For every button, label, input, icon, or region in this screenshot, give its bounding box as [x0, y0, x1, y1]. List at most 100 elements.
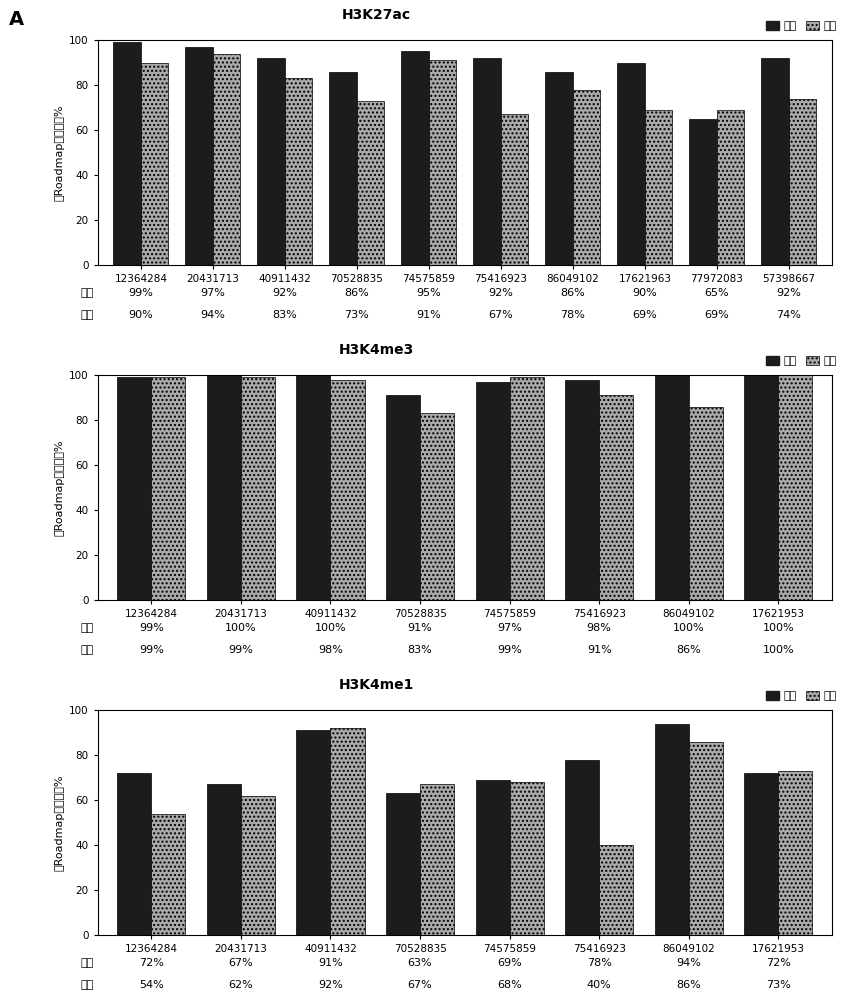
- Text: 98%: 98%: [587, 623, 611, 633]
- Y-axis label: 与Roadmap重叠的峰%: 与Roadmap重叠的峰%: [55, 774, 65, 871]
- Text: 69%: 69%: [705, 310, 729, 320]
- Text: 40%: 40%: [587, 980, 611, 990]
- Text: 97%: 97%: [498, 623, 522, 633]
- Text: 正常: 正常: [80, 623, 93, 633]
- Text: 肿瘤: 肿瘤: [80, 645, 93, 655]
- Text: 54%: 54%: [139, 980, 164, 990]
- Text: 92%: 92%: [318, 980, 343, 990]
- Text: 72%: 72%: [139, 958, 164, 968]
- Bar: [573, 90, 600, 265]
- Legend: 正常, 肿瘤: 正常, 肿瘤: [762, 686, 841, 706]
- Bar: [565, 760, 599, 935]
- Bar: [151, 814, 185, 935]
- Text: 正常: 正常: [80, 288, 93, 298]
- Text: 69%: 69%: [498, 958, 522, 968]
- Bar: [241, 796, 275, 935]
- Bar: [509, 782, 543, 935]
- Bar: [545, 72, 573, 265]
- Text: 68%: 68%: [498, 980, 522, 990]
- Bar: [329, 72, 357, 265]
- Text: 98%: 98%: [318, 645, 343, 655]
- Bar: [429, 60, 456, 265]
- Text: 67%: 67%: [228, 958, 253, 968]
- Text: 67%: 67%: [488, 310, 513, 320]
- Text: 100%: 100%: [673, 623, 705, 633]
- Bar: [717, 110, 745, 265]
- Bar: [402, 51, 429, 265]
- Bar: [386, 395, 420, 600]
- Bar: [141, 62, 168, 265]
- Bar: [330, 379, 364, 600]
- Text: 肿瘤: 肿瘤: [80, 310, 93, 320]
- Text: 正常: 正常: [80, 958, 93, 968]
- Text: 91%: 91%: [408, 623, 432, 633]
- Text: 86%: 86%: [677, 645, 701, 655]
- Text: 86%: 86%: [677, 980, 701, 990]
- Text: 78%: 78%: [587, 958, 611, 968]
- Bar: [207, 375, 241, 600]
- Text: 97%: 97%: [200, 288, 225, 298]
- Bar: [284, 78, 312, 265]
- Bar: [509, 377, 543, 600]
- Bar: [501, 114, 528, 265]
- Bar: [213, 53, 240, 265]
- Text: 83%: 83%: [408, 645, 432, 655]
- Bar: [185, 47, 213, 265]
- Bar: [599, 845, 633, 935]
- Bar: [762, 58, 789, 265]
- Bar: [296, 730, 330, 935]
- Text: 100%: 100%: [225, 623, 256, 633]
- Text: 90%: 90%: [128, 310, 153, 320]
- Text: 100%: 100%: [762, 623, 794, 633]
- Bar: [779, 771, 812, 935]
- Bar: [689, 119, 717, 265]
- Text: 99%: 99%: [228, 645, 253, 655]
- Text: 肿瘤: 肿瘤: [80, 980, 93, 990]
- Legend: 正常, 肿瘤: 正常, 肿瘤: [762, 351, 841, 371]
- Text: 99%: 99%: [128, 288, 154, 298]
- Text: 100%: 100%: [315, 623, 346, 633]
- Bar: [207, 784, 241, 935]
- Bar: [330, 728, 364, 935]
- Bar: [645, 110, 672, 265]
- Bar: [599, 395, 633, 600]
- Text: 72%: 72%: [766, 958, 790, 968]
- Text: 99%: 99%: [498, 645, 522, 655]
- Text: 78%: 78%: [560, 310, 585, 320]
- Bar: [745, 773, 779, 935]
- Legend: 正常, 肿瘤: 正常, 肿瘤: [762, 16, 841, 36]
- Bar: [420, 413, 454, 600]
- Text: 73%: 73%: [345, 310, 369, 320]
- Bar: [745, 375, 779, 600]
- Text: 62%: 62%: [228, 980, 253, 990]
- Text: 69%: 69%: [633, 310, 657, 320]
- Text: 99%: 99%: [139, 623, 164, 633]
- Bar: [655, 375, 689, 600]
- Bar: [420, 784, 454, 935]
- Bar: [655, 724, 689, 935]
- Bar: [475, 382, 509, 600]
- Text: 94%: 94%: [200, 310, 225, 320]
- Text: 73%: 73%: [766, 980, 790, 990]
- Text: 92%: 92%: [776, 288, 801, 298]
- Text: 65%: 65%: [705, 288, 729, 298]
- Text: H3K4me3: H3K4me3: [339, 343, 414, 357]
- Text: 95%: 95%: [417, 288, 441, 298]
- Bar: [117, 773, 151, 935]
- Y-axis label: 与Roadmap重叠的峰%: 与Roadmap重叠的峰%: [55, 439, 65, 536]
- Text: 92%: 92%: [488, 288, 514, 298]
- Text: 99%: 99%: [139, 645, 164, 655]
- Text: 67%: 67%: [408, 980, 432, 990]
- Bar: [114, 42, 141, 265]
- Bar: [565, 379, 599, 600]
- Text: 83%: 83%: [273, 310, 297, 320]
- Bar: [386, 793, 420, 935]
- Text: A: A: [8, 10, 24, 29]
- Bar: [789, 99, 816, 265]
- Text: 91%: 91%: [417, 310, 441, 320]
- Text: H3K4me1: H3K4me1: [339, 678, 414, 692]
- Text: 63%: 63%: [408, 958, 432, 968]
- Text: 94%: 94%: [677, 958, 701, 968]
- Text: 92%: 92%: [273, 288, 297, 298]
- Bar: [257, 58, 284, 265]
